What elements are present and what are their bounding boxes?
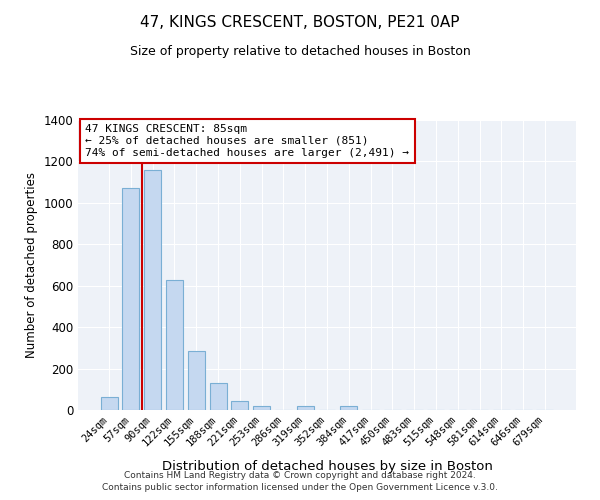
Bar	[209, 383, 227, 410]
X-axis label: Distribution of detached houses by size in Boston: Distribution of detached houses by size …	[161, 460, 493, 472]
Bar	[166, 280, 183, 410]
Bar	[232, 400, 248, 410]
Bar	[340, 406, 357, 410]
Bar	[188, 351, 205, 410]
Text: 47, KINGS CRESCENT, BOSTON, PE21 0AP: 47, KINGS CRESCENT, BOSTON, PE21 0AP	[140, 15, 460, 30]
Bar	[297, 406, 314, 410]
Text: Contains public sector information licensed under the Open Government Licence v.: Contains public sector information licen…	[102, 484, 498, 492]
Bar	[144, 170, 161, 410]
Bar	[253, 406, 270, 410]
Bar	[101, 396, 118, 410]
Y-axis label: Number of detached properties: Number of detached properties	[25, 172, 38, 358]
Text: 47 KINGS CRESCENT: 85sqm
← 25% of detached houses are smaller (851)
74% of semi-: 47 KINGS CRESCENT: 85sqm ← 25% of detach…	[85, 124, 409, 158]
Text: Contains HM Land Registry data © Crown copyright and database right 2024.: Contains HM Land Registry data © Crown c…	[124, 471, 476, 480]
Bar	[122, 188, 139, 410]
Text: Size of property relative to detached houses in Boston: Size of property relative to detached ho…	[130, 45, 470, 58]
